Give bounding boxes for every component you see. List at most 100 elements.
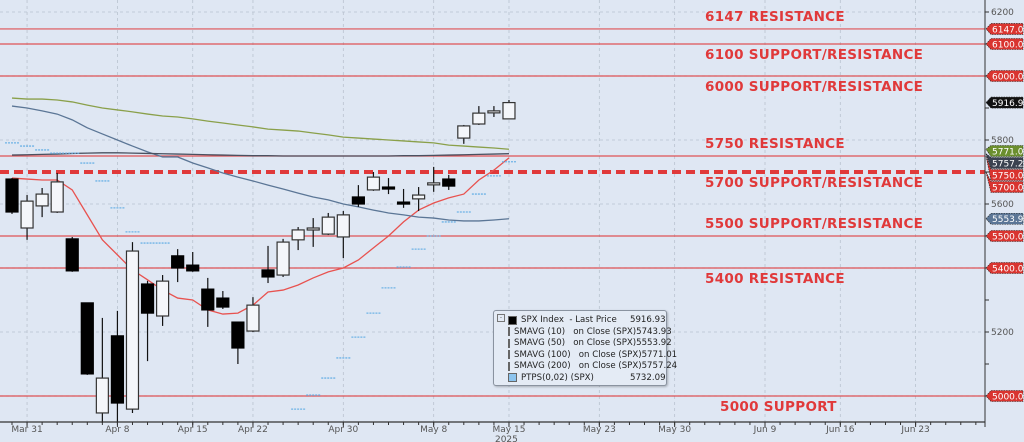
price-tag-text: 5000.00 [992,392,1024,402]
level-label: 5750 RESISTANCE [705,136,845,152]
level-label: 5400 RESISTANCE [705,271,845,287]
price-tag-shape [985,390,1024,402]
candles [5,100,516,423]
candle [306,218,320,247]
y-tick-label: 5600 [991,200,1014,210]
legend-item[interactable]: SMAVG (10) on Close (SPX) 5743.93 [508,326,672,338]
x-tick-label: Jun 16 [825,425,855,435]
legend-value: 5771.01 [641,349,678,360]
candle [216,291,230,309]
candle [366,172,381,191]
candle [472,106,486,125]
price-tag-shape [985,145,1024,157]
legend-value: 5757.24 [641,361,678,371]
legend-swatch [508,361,510,371]
legend-value: 5743.93 [636,326,672,337]
candle [276,238,290,277]
candle [427,166,441,192]
price-tag-shape [985,96,1024,109]
price-tag-text: 5700.00 [992,183,1024,193]
legend-item[interactable]: SMAVG (200) on Close (SPX) 5757.24 [508,360,677,372]
price-tag-text: 6147.00 [992,25,1024,35]
level-tag: 5750.00 [985,155,1024,181]
legend-value: 5553.92 [636,338,672,348]
x-tick-label: Apr 15 [178,425,208,435]
candle-body [171,255,185,269]
candle [201,277,215,327]
candle-body [291,229,305,241]
price-tag: 5757.24 [985,152,1024,169]
legend: - SPX Index - Last Price 5916.93 SMAVG (10… [493,310,677,386]
level-label: 5500 SUPPORT/RESISTANCE [705,216,923,232]
price-tag-shape [985,152,1024,169]
price-tag-text: 6100.00 [992,40,1024,50]
candle-body [80,302,94,375]
legend-item[interactable]: SMAVG (100) on Close (SPX) 5771.01 [508,349,677,361]
candle [261,245,275,284]
legend-item[interactable]: SMAVG (50) on Close (SPX) 5553.92 [508,337,672,349]
legend-name: SMAVG (200) on Close (SPX) [514,361,642,371]
candle [95,317,109,423]
candle [412,187,426,212]
candle [457,124,471,144]
candle [171,249,185,283]
candle-body [50,181,64,213]
candle [321,212,335,236]
y-tick-label: 6200 [991,8,1014,18]
price-tag: 5916.93 [985,96,1024,109]
legend-name: SMAVG (10) on Close (SPX) [514,326,637,337]
candle [487,106,501,117]
level-label: 6100 SUPPORT/RESISTANCE [705,47,923,63]
candle [186,252,200,272]
price-tag-text: 5771.01 [992,147,1024,157]
candle-body [231,321,245,349]
legend-name: SMAVG (50) on Close (SPX) [514,338,637,348]
price-tag-shape [985,23,1024,35]
candle [246,297,260,332]
price-tag-shape [985,38,1024,50]
level-tag: 6100.00 [985,38,1024,50]
candle-body [427,182,441,186]
x-tick-label: Jun 23 [900,425,929,435]
ma-line [11,97,510,150]
legend-value: 5732.09 [630,372,666,383]
price-tag-text: 5400.00 [992,264,1024,274]
candle-body [216,297,230,308]
legend-item[interactable]: PTPS(0,02) (SPX) 5732.09 [508,372,666,384]
candle-body [276,241,290,276]
ma-line [11,152,509,157]
legend-swatch [508,327,510,336]
candle [396,188,411,208]
legend-value: 5916.93 [630,315,666,325]
price-tag-text: 5916.93 [992,99,1024,109]
level-tag: 5700.00 [985,171,1024,193]
candle [502,100,516,120]
x-tick-label: Apr 8 [105,425,129,435]
candle-body [201,288,215,311]
price-tag-text: 6000.00 [992,72,1024,82]
candle-body [321,216,335,235]
price-tag-shape [985,70,1024,82]
candle-body [442,178,456,187]
candle [20,195,34,240]
price-tag-text: 5553.92 [992,215,1024,225]
ma-line [11,157,510,315]
x-tick-label: May 30 [658,425,691,435]
candle-body [246,304,260,332]
candle [381,178,396,195]
x-tick-label: May 23 [583,425,616,435]
level-label: 5000 SUPPORT [720,399,837,415]
level-tag: 6000.00 [985,70,1024,82]
level-tag: 5500.00 [985,230,1024,242]
y-tick-label: 5200 [991,328,1014,338]
candle-body [186,264,200,272]
candle-body [110,335,125,404]
legend-item[interactable]: SPX Index - Last Price 5916.93 [508,314,666,326]
candle-body [95,377,109,414]
legend-collapse-icon[interactable]: - [497,314,505,322]
price-tag-shape [985,212,1024,225]
candle [5,178,19,214]
level-label: 6000 SUPPORT/RESISTANCE [705,79,923,95]
candle [140,280,155,362]
candle [291,227,305,251]
